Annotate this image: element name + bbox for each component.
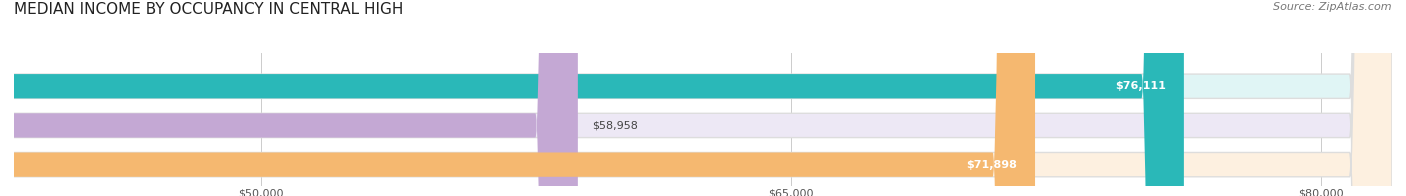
Text: MEDIAN INCOME BY OCCUPANCY IN CENTRAL HIGH: MEDIAN INCOME BY OCCUPANCY IN CENTRAL HI… bbox=[14, 2, 404, 17]
FancyBboxPatch shape bbox=[0, 0, 578, 196]
FancyBboxPatch shape bbox=[0, 0, 1035, 196]
Text: $58,958: $58,958 bbox=[592, 120, 638, 131]
FancyBboxPatch shape bbox=[0, 0, 1184, 196]
Text: $76,111: $76,111 bbox=[1115, 81, 1166, 91]
Text: $71,898: $71,898 bbox=[966, 160, 1018, 170]
Text: Source: ZipAtlas.com: Source: ZipAtlas.com bbox=[1274, 2, 1392, 12]
